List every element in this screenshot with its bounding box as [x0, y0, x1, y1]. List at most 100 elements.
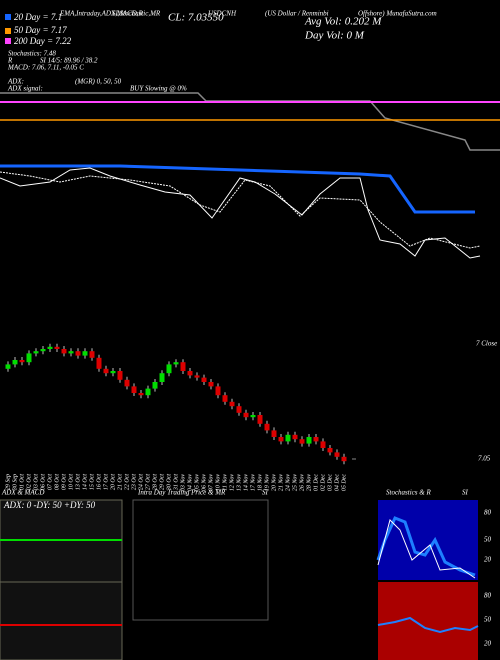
adx-signal: ADX signal: — [7, 85, 43, 93]
x-tick-label: 30 Oct — [166, 474, 172, 491]
candle-body — [47, 346, 53, 349]
candle-body — [257, 415, 263, 424]
x-tick-label: 01 Dec — [313, 474, 319, 491]
x-tick-label: 22 Oct — [124, 474, 130, 490]
right-label: 7 Close — [476, 340, 497, 348]
candle-body — [243, 412, 249, 418]
adx-title: ADX & MACD — [1, 489, 44, 497]
x-tick-label: 11 Nov — [222, 474, 228, 491]
close: CL: 7.03550 — [168, 12, 224, 24]
legend: 20 Day = 7.1 50 Day = 7.17 200 Day = 7.2… — [5, 12, 187, 93]
stoch-d — [377, 519, 476, 579]
candle-body — [19, 360, 25, 363]
line-dashed — [0, 171, 481, 249]
candle-body — [208, 382, 214, 387]
x-tick-label: 01 Oct — [19, 474, 25, 490]
candle-body — [124, 379, 130, 387]
stoch-tick: 20 — [484, 556, 492, 564]
candle-body — [68, 351, 74, 354]
candle-body — [264, 423, 270, 431]
symbol: USDCNH — [208, 10, 237, 18]
ma50: 50 Day = 7.17 — [14, 25, 67, 35]
x-tick-label: 07 Nov — [208, 474, 214, 492]
x-tick-label: 05 Dec — [341, 474, 347, 491]
swatch — [5, 14, 11, 20]
line-gray — [0, 92, 500, 151]
stoch-si: SI — [462, 489, 469, 497]
rsi-tick: 80 — [484, 592, 492, 600]
stoch-title: Stochastics & R — [386, 489, 431, 497]
candle-body — [138, 393, 144, 396]
candle-body — [341, 456, 347, 462]
rsi-panel — [378, 582, 478, 660]
x-tick-label: 10 Nov — [215, 474, 221, 492]
name: (US Dollar / Renminbi — [265, 10, 329, 18]
x-tick-label: 14 Oct — [81, 474, 88, 490]
rsi-tick: 20 — [484, 640, 492, 648]
adx-panel — [0, 499, 123, 660]
x-tick-label: 08 Oct — [54, 474, 60, 490]
x-tick-label: 20 Oct — [110, 474, 116, 490]
intra-panel — [132, 499, 269, 621]
stoch-panel — [378, 500, 478, 580]
candle-body — [292, 434, 298, 440]
rsi: SI 14/5: 89.96 / 38.2 — [40, 57, 98, 65]
candle-body — [250, 415, 256, 418]
avg-vol: Avg Vol: 0.202 M — [304, 16, 382, 28]
candle-body — [82, 351, 88, 356]
x-tick-label: 03 Nov — [180, 474, 186, 492]
y-tick-label: 7.05 — [478, 455, 491, 463]
candle-body — [61, 349, 67, 354]
indicators2: SI,Stochastic,MR — [112, 10, 161, 18]
stoch-tick: 80 — [484, 509, 492, 517]
site: Offshore) MunafaSutra.com — [358, 10, 437, 18]
candle-body — [89, 351, 95, 358]
x-tick-label: 14 Nov — [242, 474, 249, 492]
x-tick-label: 26 Nov — [299, 474, 305, 492]
adx: ADX: — [7, 78, 24, 86]
main-lines — [0, 92, 500, 259]
x-tick-label: 19 Nov — [264, 474, 270, 492]
candle-body — [145, 388, 151, 396]
candle-body — [299, 439, 305, 444]
ma20: 20 Day = 7.1 — [14, 12, 62, 22]
indicators: EMA,Intraday,ADX,MACD,R — [59, 10, 144, 18]
x-tick-label: 29 Oct — [159, 474, 165, 490]
r: R — [7, 57, 13, 65]
x-tick-label: 17 Oct — [103, 474, 109, 490]
x-tick-label: 20 Nov — [271, 474, 277, 492]
x-tick-label: 31 Oct — [173, 474, 179, 491]
candle-body — [75, 351, 81, 356]
x-tick-label: 02 Oct — [26, 474, 32, 490]
candle-body — [152, 382, 158, 389]
x-tick-label: 24 Oct — [137, 474, 144, 490]
day-vol: Day Vol: 0 M — [304, 30, 365, 42]
x-tick-label: 13 Oct — [75, 474, 81, 490]
candle-body — [201, 377, 207, 382]
x-tick-label: 25 Nov — [292, 474, 298, 492]
stoch: Stochastics: 7.48 — [8, 50, 56, 58]
line-price — [0, 167, 481, 259]
line-ma20 — [0, 164, 475, 214]
x-tick-label: 02 Dec — [320, 474, 326, 491]
candle-body — [54, 346, 60, 349]
ma200: 200 Day = 7.22 — [14, 36, 72, 46]
x-tick-label: 30 Sep — [12, 474, 18, 491]
candle-body — [327, 448, 333, 453]
candle-body — [194, 375, 200, 378]
candle-body — [334, 452, 340, 457]
candle-body — [180, 362, 186, 371]
candle-body — [278, 437, 284, 442]
header: EMA,Intraday,ADX,MACD,R SI,Stochastic,MR… — [59, 10, 437, 42]
x-tick-label: 24 Nov — [284, 474, 291, 492]
x-tick-label: 05 Nov — [194, 474, 200, 492]
candle-body — [12, 360, 18, 365]
candle-body — [159, 373, 165, 382]
candle-body — [33, 351, 39, 354]
stoch-tick: 50 — [484, 536, 492, 544]
x-tick-label: 29 Sep — [5, 474, 11, 490]
candle-body — [5, 364, 11, 369]
intra-si: SI — [262, 489, 269, 497]
candle-body — [131, 386, 137, 393]
